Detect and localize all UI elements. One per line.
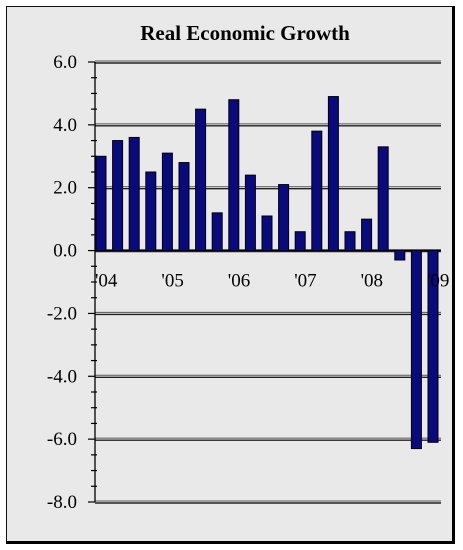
bar-q2-2004	[112, 140, 124, 252]
x-tick-labels: '04 '05 '06 '07 '08 '09	[95, 271, 449, 292]
bar-q2-2008	[377, 146, 389, 252]
gridlines	[95, 60, 441, 504]
chart-frame	[6, 6, 455, 544]
bar-q3-2004	[128, 136, 140, 252]
y-tick-label: -4.0	[47, 366, 77, 387]
bar-q3-2008	[394, 250, 406, 261]
y-tick-labels: 6.0 4.0 2.0 0.0 -2.0 -4.0 -6.0 -8.0	[47, 52, 77, 513]
bar-q2-2006	[244, 174, 256, 252]
y-axis	[88, 61, 441, 503]
bar-q4-2008	[410, 250, 422, 450]
y-tick-label: 0.0	[53, 241, 77, 262]
y-tick-label: 6.0	[53, 52, 77, 73]
bar-q1-2008	[361, 218, 373, 252]
bar-q4-2007	[344, 231, 356, 252]
bar-q1-2004	[95, 155, 107, 252]
bar-q3-2006	[261, 215, 273, 252]
y-tick-label: -2.0	[47, 303, 77, 324]
bar-q1-2009	[427, 250, 439, 443]
bar-q1-2007	[294, 231, 306, 252]
x-tick-label: '04	[95, 271, 118, 292]
y-tick-label: -6.0	[47, 429, 77, 450]
bar-q1-2006	[228, 99, 240, 252]
x-tick-label: '06	[228, 271, 250, 292]
bar-q3-2005	[195, 108, 207, 252]
y-tick-label: 2.0	[53, 178, 77, 199]
bar-q1-2005	[161, 152, 173, 252]
chart-title: Real Economic Growth	[140, 21, 350, 45]
x-tick-label: '05	[161, 271, 183, 292]
y-tick-label: 4.0	[53, 115, 77, 136]
y-tick-label: -8.0	[47, 492, 77, 513]
bar-q4-2004	[145, 171, 157, 252]
bar-q2-2007	[311, 130, 323, 252]
bars	[95, 96, 439, 450]
bar-q3-2007	[327, 96, 339, 252]
bar-q4-2006	[278, 184, 290, 252]
bar-q4-2005	[211, 212, 223, 252]
bar-q2-2005	[178, 162, 190, 252]
x-tick-label: '08	[361, 271, 383, 292]
x-tick-label: '07	[294, 271, 316, 292]
x-tick-label: '09	[427, 271, 449, 292]
